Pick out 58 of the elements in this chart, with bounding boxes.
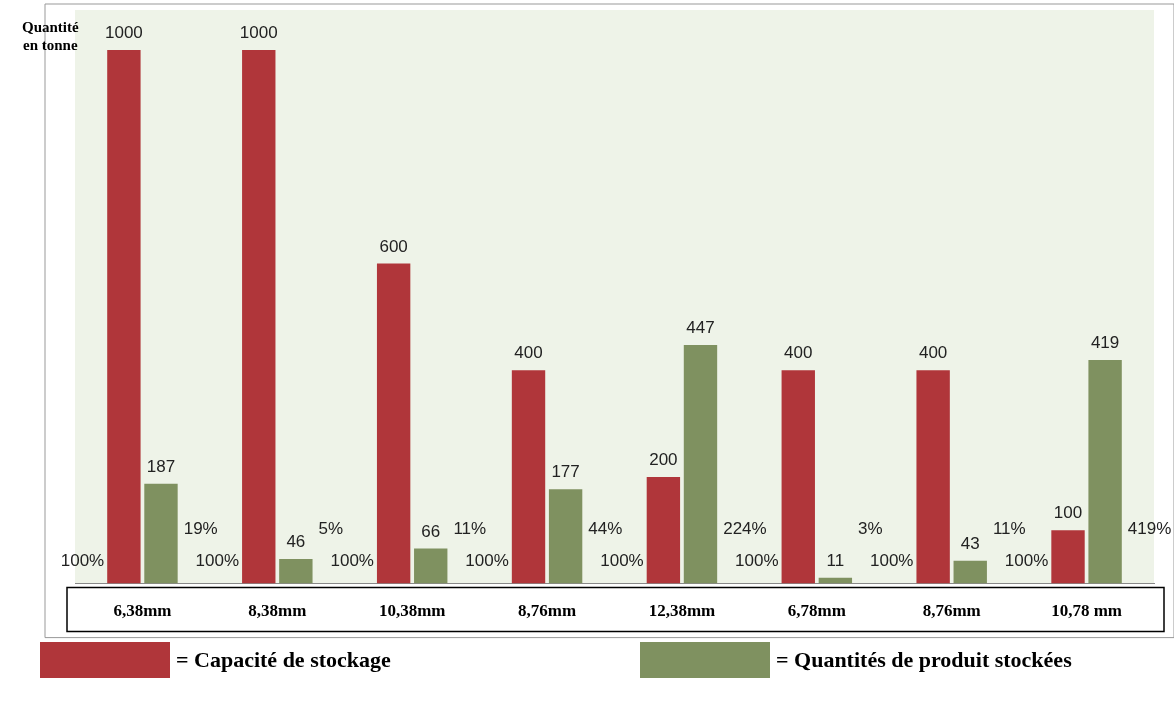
x-tick-label: 8,76mm: [518, 601, 577, 621]
annotation: 100%: [465, 550, 509, 570]
bar: [511, 370, 546, 584]
bar: [1051, 530, 1085, 584]
annotation: 5%: [318, 518, 344, 538]
annotation: 100%: [195, 550, 240, 570]
annotation: 100%: [735, 550, 779, 570]
data-label: 600: [379, 236, 408, 256]
x-tick-label: 8,76mm: [922, 601, 981, 621]
data-label: 419: [1090, 333, 1120, 353]
x-tick-label: 6,78mm: [787, 601, 846, 621]
bar: [683, 345, 718, 584]
annotation: 100%: [330, 550, 374, 570]
annotation: 3%: [858, 518, 883, 538]
x-tick-label: 8,38mm: [248, 601, 307, 621]
data-label: 1000: [239, 23, 278, 43]
annotation: 419%: [1127, 518, 1172, 538]
bar: [279, 559, 313, 584]
annotation: 44%: [588, 518, 623, 538]
data-label: 187: [146, 457, 176, 476]
x-tick-label: 10,78 mm: [1051, 601, 1122, 621]
bar: [242, 50, 276, 584]
data-label: 66: [421, 521, 441, 541]
text: = Capacité de stockage: [176, 647, 391, 673]
data-label: 100: [1053, 503, 1083, 523]
data-label: 400: [784, 343, 813, 363]
annotation: 100%: [869, 550, 914, 570]
text: = Quantités de produit stockées: [776, 647, 1072, 673]
data-label: 177: [551, 462, 580, 482]
bar: [953, 560, 987, 584]
data-label: 400: [514, 343, 543, 363]
annotation: 100%: [60, 550, 105, 570]
bar: [781, 370, 815, 584]
data-label: 400: [918, 343, 948, 363]
data-label: 200: [649, 450, 678, 470]
bar: [414, 548, 448, 584]
bar: [916, 370, 950, 584]
annotation: 100%: [600, 550, 644, 570]
bar: [144, 483, 178, 584]
annotation: 11%: [453, 518, 487, 538]
data-label: 1000: [104, 23, 143, 43]
data-label: 11: [826, 550, 845, 570]
bar: [107, 50, 141, 584]
data-label: 43: [960, 533, 980, 553]
annotation: 11%: [992, 518, 1026, 538]
annotation: 224%: [723, 518, 767, 538]
bar: [646, 476, 681, 584]
bar: [1088, 360, 1122, 584]
x-tick-label: 12,38mm: [648, 601, 716, 621]
annotation: 19%: [183, 518, 218, 538]
bar: [376, 263, 411, 584]
annotation: 100%: [1004, 550, 1049, 570]
data-label: 46: [286, 532, 306, 552]
x-tick-label: 10,38mm: [378, 601, 446, 621]
x-tick-label: 6,38mm: [113, 601, 172, 621]
y-axis-title: Quantité en tonne: [22, 18, 79, 54]
data-label: 447: [686, 318, 715, 338]
bar: [548, 489, 583, 584]
